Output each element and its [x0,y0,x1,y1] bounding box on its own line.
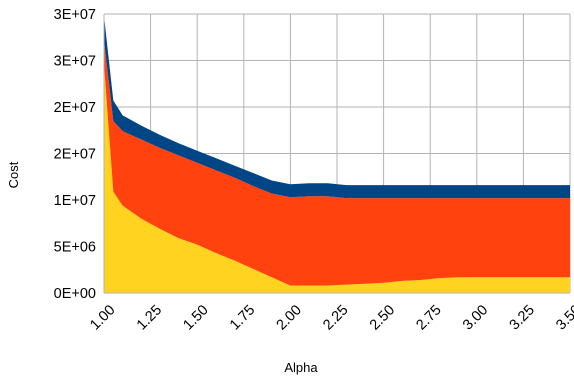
x-tick-label: 1.25 [134,302,165,333]
y-tick-label: 3E+07 [54,54,96,70]
area-series-1 [104,64,570,293]
x-tick-label: 3.25 [507,302,538,333]
x-tick-label: 2.50 [367,302,398,333]
y-tick-label: 1E+07 [54,193,96,209]
x-tick-label: 2.00 [274,302,305,333]
area-series-group [104,15,570,293]
x-tick-label: 1.50 [180,302,211,333]
x-tick-label: 2.75 [413,302,444,333]
x-axis-label: Alpha [284,360,318,375]
axes [103,14,570,294]
x-tick-label: 3.50 [553,302,574,333]
y-tick-labels: 0E+00 5E+06 1E+07 2E+07 2E+07 3E+07 3E+07 [54,7,96,302]
y-tick-label: 3E+07 [54,7,96,23]
x-tick-label: 1.00 [87,302,118,333]
x-tick-label: 2.25 [320,302,351,333]
x-tick-label: 3.00 [460,302,491,333]
y-tick-label: 2E+07 [54,100,96,116]
x-tick-labels: 1.00 1.25 1.50 1.75 2.00 2.25 2.50 2.75 3.00 3.25… [87,302,574,333]
y-tick-label: 0E+00 [54,286,96,302]
y-tick-label: 5E+06 [54,240,96,256]
y-axis-label: Cost [6,161,21,188]
x-tick-label: 1.75 [227,302,258,333]
area-series-2 [104,40,570,286]
y-tick-label: 2E+07 [54,147,96,163]
